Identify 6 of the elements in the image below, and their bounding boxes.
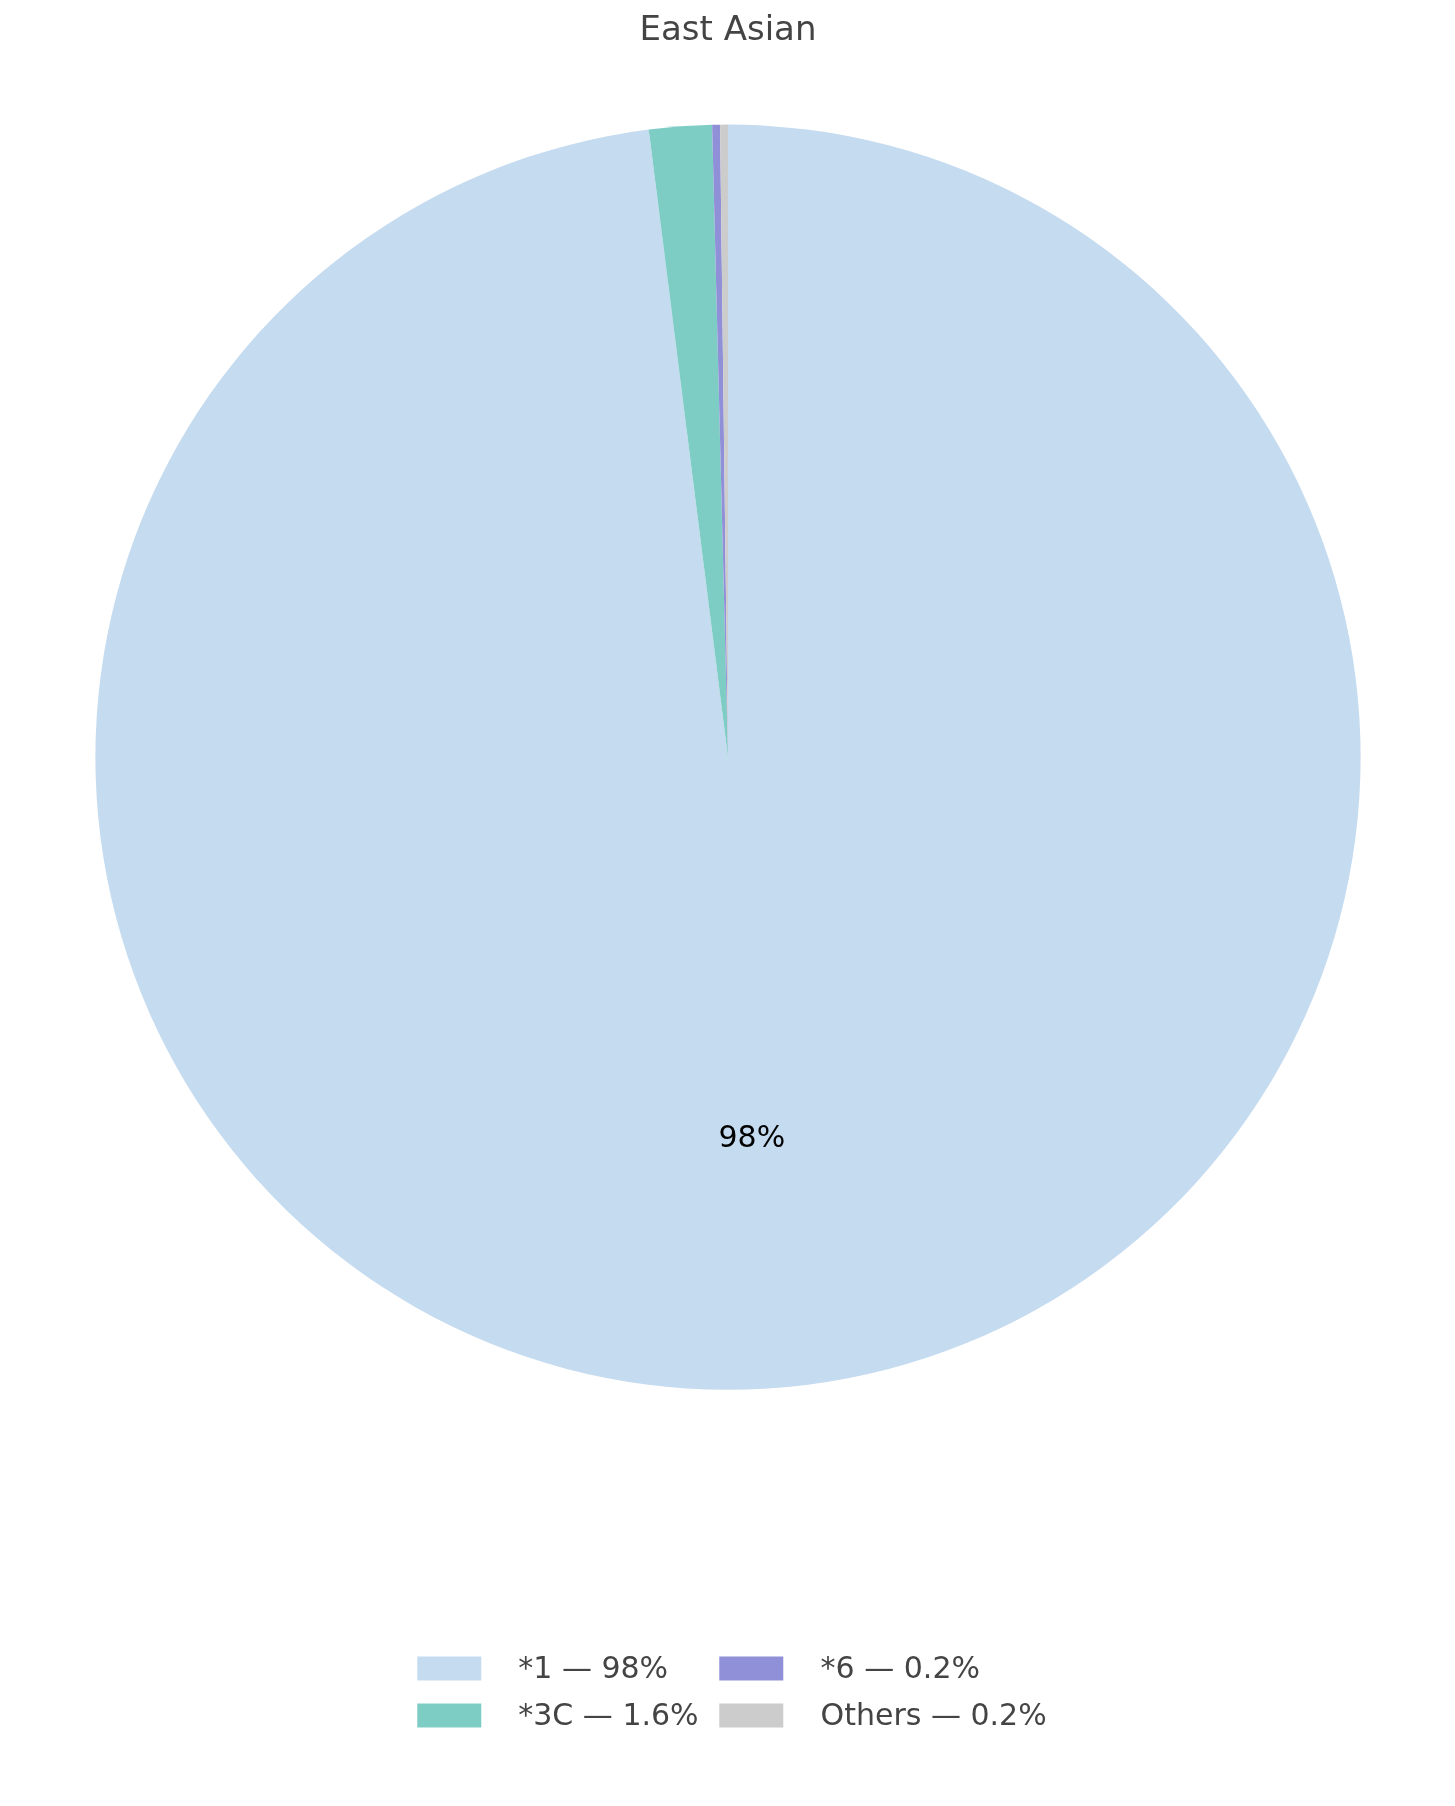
data-label: 98% bbox=[718, 1118, 786, 1154]
legend-label: *3C — 1.6% bbox=[518, 1697, 699, 1732]
legend-label: *6 — 0.2% bbox=[820, 1650, 980, 1685]
legend-label: *1 — 98% bbox=[518, 1650, 669, 1685]
legend-label: Others — 0.2% bbox=[820, 1697, 1047, 1732]
chart-title: East Asian bbox=[639, 7, 817, 48]
